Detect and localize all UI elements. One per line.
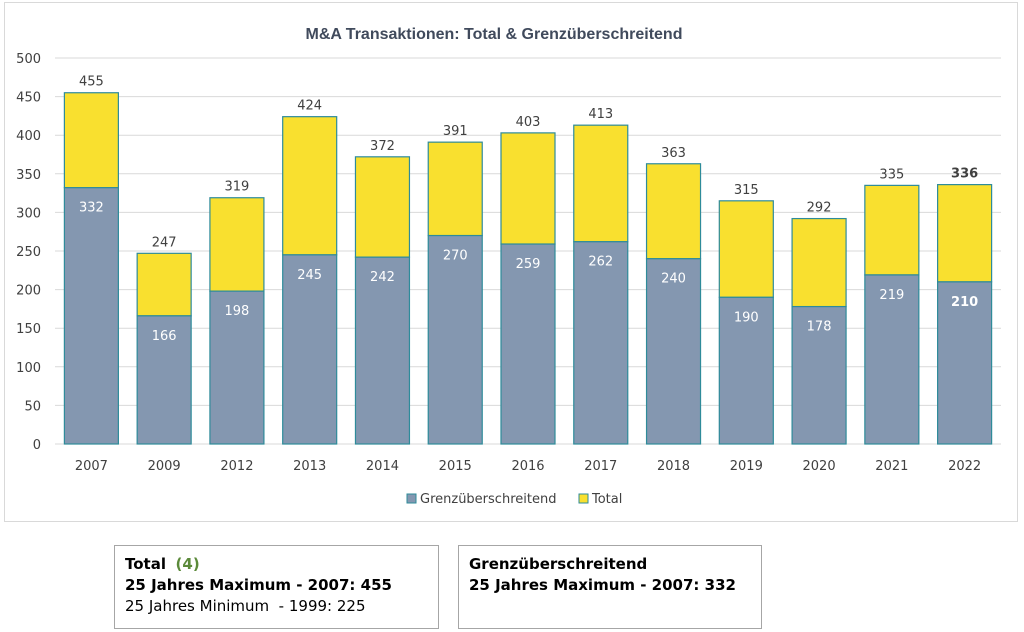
data-label-total: 336 bbox=[951, 167, 978, 182]
x-tick-label: 2019 bbox=[730, 459, 763, 474]
bar-cross-border bbox=[573, 241, 629, 445]
y-tick-label: 100 bbox=[16, 361, 41, 376]
bar-cross-border bbox=[282, 254, 338, 445]
x-tick-label: 2016 bbox=[511, 459, 544, 474]
bar-total bbox=[282, 116, 338, 256]
chart-title: M&A Transaktionen: Total & Grenzüberschr… bbox=[306, 26, 683, 43]
bar-total bbox=[791, 217, 847, 308]
x-tick-label: 2013 bbox=[293, 459, 326, 474]
bar-total bbox=[136, 252, 192, 317]
cross-info-title: Grenzüberschreitend bbox=[469, 555, 648, 573]
bar-cross-border bbox=[645, 258, 702, 445]
bar-total bbox=[718, 200, 774, 298]
legend-label-cross-border: Grenzüberschreitend bbox=[420, 492, 556, 507]
bar-cross-border bbox=[500, 243, 556, 445]
x-tick-label: 2007 bbox=[75, 459, 108, 474]
legend-swatch-total bbox=[578, 493, 589, 504]
y-tick-label: 250 bbox=[16, 245, 41, 260]
x-tick-label: 2022 bbox=[948, 459, 981, 474]
data-label-total: 335 bbox=[879, 167, 904, 182]
bar-cross-border bbox=[791, 305, 847, 445]
data-label-total: 424 bbox=[297, 99, 322, 114]
y-tick-label: 400 bbox=[16, 129, 41, 144]
legend-swatch-cross-border bbox=[406, 493, 417, 504]
data-label-cross-border: 166 bbox=[152, 329, 177, 344]
data-label-cross-border: 262 bbox=[588, 255, 613, 270]
data-label-cross-border: 242 bbox=[370, 270, 395, 285]
legend-label-total: Total bbox=[591, 492, 622, 507]
bar-total bbox=[500, 132, 556, 245]
data-label-cross-border: 178 bbox=[807, 320, 832, 335]
data-label-cross-border: 219 bbox=[879, 288, 904, 303]
y-tick-label: 450 bbox=[16, 91, 41, 106]
data-label-cross-border: 190 bbox=[734, 310, 759, 325]
data-label-cross-border: 245 bbox=[297, 268, 322, 283]
bar-cross-border bbox=[209, 290, 265, 445]
x-tick-label: 2014 bbox=[366, 459, 399, 474]
x-tick-label: 2017 bbox=[584, 459, 617, 474]
total-info-note: (4) bbox=[175, 555, 200, 573]
data-label-total: 363 bbox=[661, 146, 686, 161]
bar-total bbox=[63, 92, 119, 189]
x-tick-label: 2015 bbox=[439, 459, 472, 474]
y-tick-label: 150 bbox=[16, 322, 41, 337]
bar-cross-border bbox=[427, 234, 483, 445]
x-tick-label: 2020 bbox=[803, 459, 836, 474]
data-label-total: 413 bbox=[588, 107, 613, 122]
bar-cross-border bbox=[864, 274, 920, 445]
x-tick-label: 2021 bbox=[875, 459, 908, 474]
x-tick-label: 2018 bbox=[657, 459, 690, 474]
total-min-line: 25 Jahres Minimum - 1999: 225 bbox=[125, 597, 366, 615]
y-tick-label: 300 bbox=[16, 206, 41, 221]
data-label-total: 455 bbox=[79, 75, 104, 90]
bar-cross-border bbox=[136, 315, 192, 445]
bar-cross-border bbox=[354, 256, 411, 445]
cross-border-info-box: Grenzüberschreitend 25 Jahres Maximum - … bbox=[458, 545, 762, 629]
data-label-cross-border: 240 bbox=[661, 272, 686, 287]
bar-total bbox=[573, 124, 629, 243]
data-label-total: 247 bbox=[152, 235, 177, 250]
total-max-line: 25 Jahres Maximum - 2007: 455 bbox=[125, 576, 392, 594]
data-label-total: 292 bbox=[807, 201, 832, 216]
y-tick-label: 200 bbox=[16, 284, 41, 299]
data-label-total: 315 bbox=[734, 183, 759, 198]
chart: M&A Transaktionen: Total & Grenzüberschr… bbox=[16, 26, 1001, 507]
total-info-box: Total (4) 25 Jahres Maximum - 2007: 455 … bbox=[114, 545, 439, 629]
bar-total bbox=[427, 141, 483, 237]
bar-cross-border bbox=[718, 296, 774, 445]
bar-total bbox=[937, 184, 993, 283]
data-label-total: 391 bbox=[443, 124, 468, 139]
bar-total bbox=[864, 184, 920, 276]
data-label-cross-border: 270 bbox=[443, 249, 468, 264]
data-label-cross-border: 210 bbox=[951, 295, 978, 310]
y-tick-label: 500 bbox=[16, 52, 41, 67]
data-label-cross-border: 332 bbox=[79, 201, 104, 216]
data-label-cross-border: 259 bbox=[516, 257, 541, 272]
total-info-heading: Total (4) bbox=[125, 554, 428, 575]
bar-total bbox=[209, 197, 265, 292]
y-tick-label: 50 bbox=[24, 399, 41, 414]
bar-total bbox=[645, 163, 702, 260]
total-info-title: Total bbox=[125, 555, 166, 573]
y-tick-label: 350 bbox=[16, 168, 41, 183]
data-label-cross-border: 198 bbox=[225, 304, 250, 319]
bar-cross-border bbox=[63, 187, 119, 445]
x-tick-label: 2009 bbox=[148, 459, 181, 474]
x-tick-label: 2012 bbox=[220, 459, 253, 474]
cross-max-line: 25 Jahres Maximum - 2007: 332 bbox=[469, 576, 736, 594]
data-label-total: 403 bbox=[516, 115, 541, 130]
chart-frame: M&A Transaktionen: Total & Grenzüberschr… bbox=[4, 2, 1018, 522]
bar-cross-border bbox=[937, 281, 993, 445]
bar-total bbox=[354, 156, 411, 258]
y-tick-label: 0 bbox=[33, 438, 41, 453]
data-label-total: 372 bbox=[370, 139, 395, 154]
data-label-total: 319 bbox=[225, 180, 250, 195]
